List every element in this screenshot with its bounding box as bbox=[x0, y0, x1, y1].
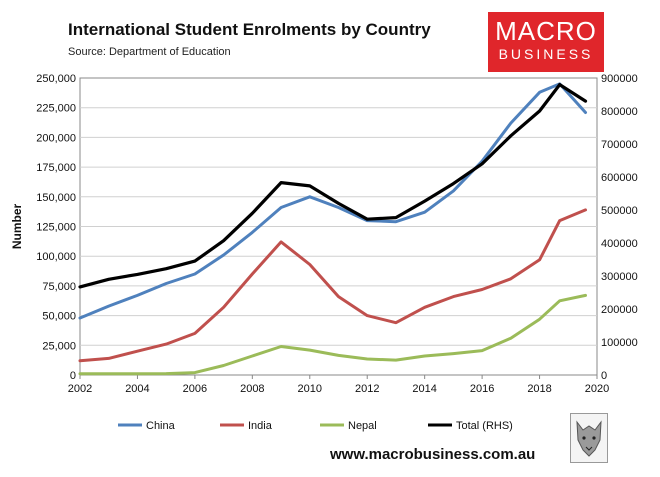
x-tick-label: 2016 bbox=[470, 383, 494, 395]
series-line-india bbox=[78, 208, 587, 363]
y-tick-label: 250,000 bbox=[36, 73, 76, 85]
y2-tick-label: 300000 bbox=[601, 271, 638, 283]
y2-tick-label: 900000 bbox=[601, 73, 638, 85]
y2-tick-label: 800000 bbox=[601, 106, 638, 118]
logo-text-business: BUSINESS bbox=[498, 46, 594, 62]
x-tick-label: 2010 bbox=[298, 383, 322, 395]
y-tick-label: 150,000 bbox=[36, 192, 76, 204]
x-tick-label: 2012 bbox=[355, 383, 379, 395]
y-tick-label: 50,000 bbox=[42, 311, 76, 323]
macrobusiness-logo: MACRO BUSINESS bbox=[488, 12, 604, 72]
y-tick-label: 175,000 bbox=[36, 162, 76, 174]
y2-tick-label: 200000 bbox=[601, 304, 638, 316]
y-tick-label: 100,000 bbox=[36, 251, 76, 263]
chart-subtitle: Source: Department of Education bbox=[68, 46, 231, 58]
y-tick-label: 200,000 bbox=[36, 132, 76, 144]
x-tick-label: 2006 bbox=[183, 383, 207, 395]
wolf-logo-icon bbox=[570, 413, 608, 463]
legend-label: Total (RHS) bbox=[456, 420, 513, 432]
chart-title: International Student Enrolments by Coun… bbox=[68, 20, 431, 39]
legend-label: China bbox=[146, 420, 176, 432]
y2-tick-label: 500000 bbox=[601, 205, 638, 217]
logo-text-macro: MACRO bbox=[495, 16, 597, 46]
series-line-nepal bbox=[78, 293, 587, 376]
website-url: www.macrobusiness.com.au bbox=[330, 446, 536, 463]
y-tick-label: 125,000 bbox=[36, 222, 76, 234]
series-line-china bbox=[78, 82, 587, 320]
y-tick-label: 225,000 bbox=[36, 103, 76, 115]
x-tick-label: 2004 bbox=[125, 383, 149, 395]
y2-tick-label: 700000 bbox=[601, 139, 638, 151]
legend-label: Nepal bbox=[348, 420, 377, 432]
series-line-total-rhs bbox=[78, 82, 588, 289]
y2-tick-label: 100000 bbox=[601, 337, 638, 349]
x-tick-label: 2018 bbox=[527, 383, 551, 395]
x-tick-label: 2020 bbox=[585, 383, 609, 395]
y2-tick-label: 600000 bbox=[601, 172, 638, 184]
y-tick-label: 0 bbox=[70, 370, 76, 382]
legend-label: India bbox=[248, 420, 273, 432]
y-tick-label: 25,000 bbox=[42, 340, 76, 352]
x-tick-label: 2008 bbox=[240, 383, 264, 395]
y-tick-label: 75,000 bbox=[42, 281, 76, 293]
x-tick-label: 2014 bbox=[412, 383, 436, 395]
x-tick-label: 2002 bbox=[68, 383, 92, 395]
y-axis-label: Number bbox=[10, 204, 24, 250]
y2-tick-label: 400000 bbox=[601, 238, 638, 250]
y2-tick-label: 0 bbox=[601, 370, 607, 382]
